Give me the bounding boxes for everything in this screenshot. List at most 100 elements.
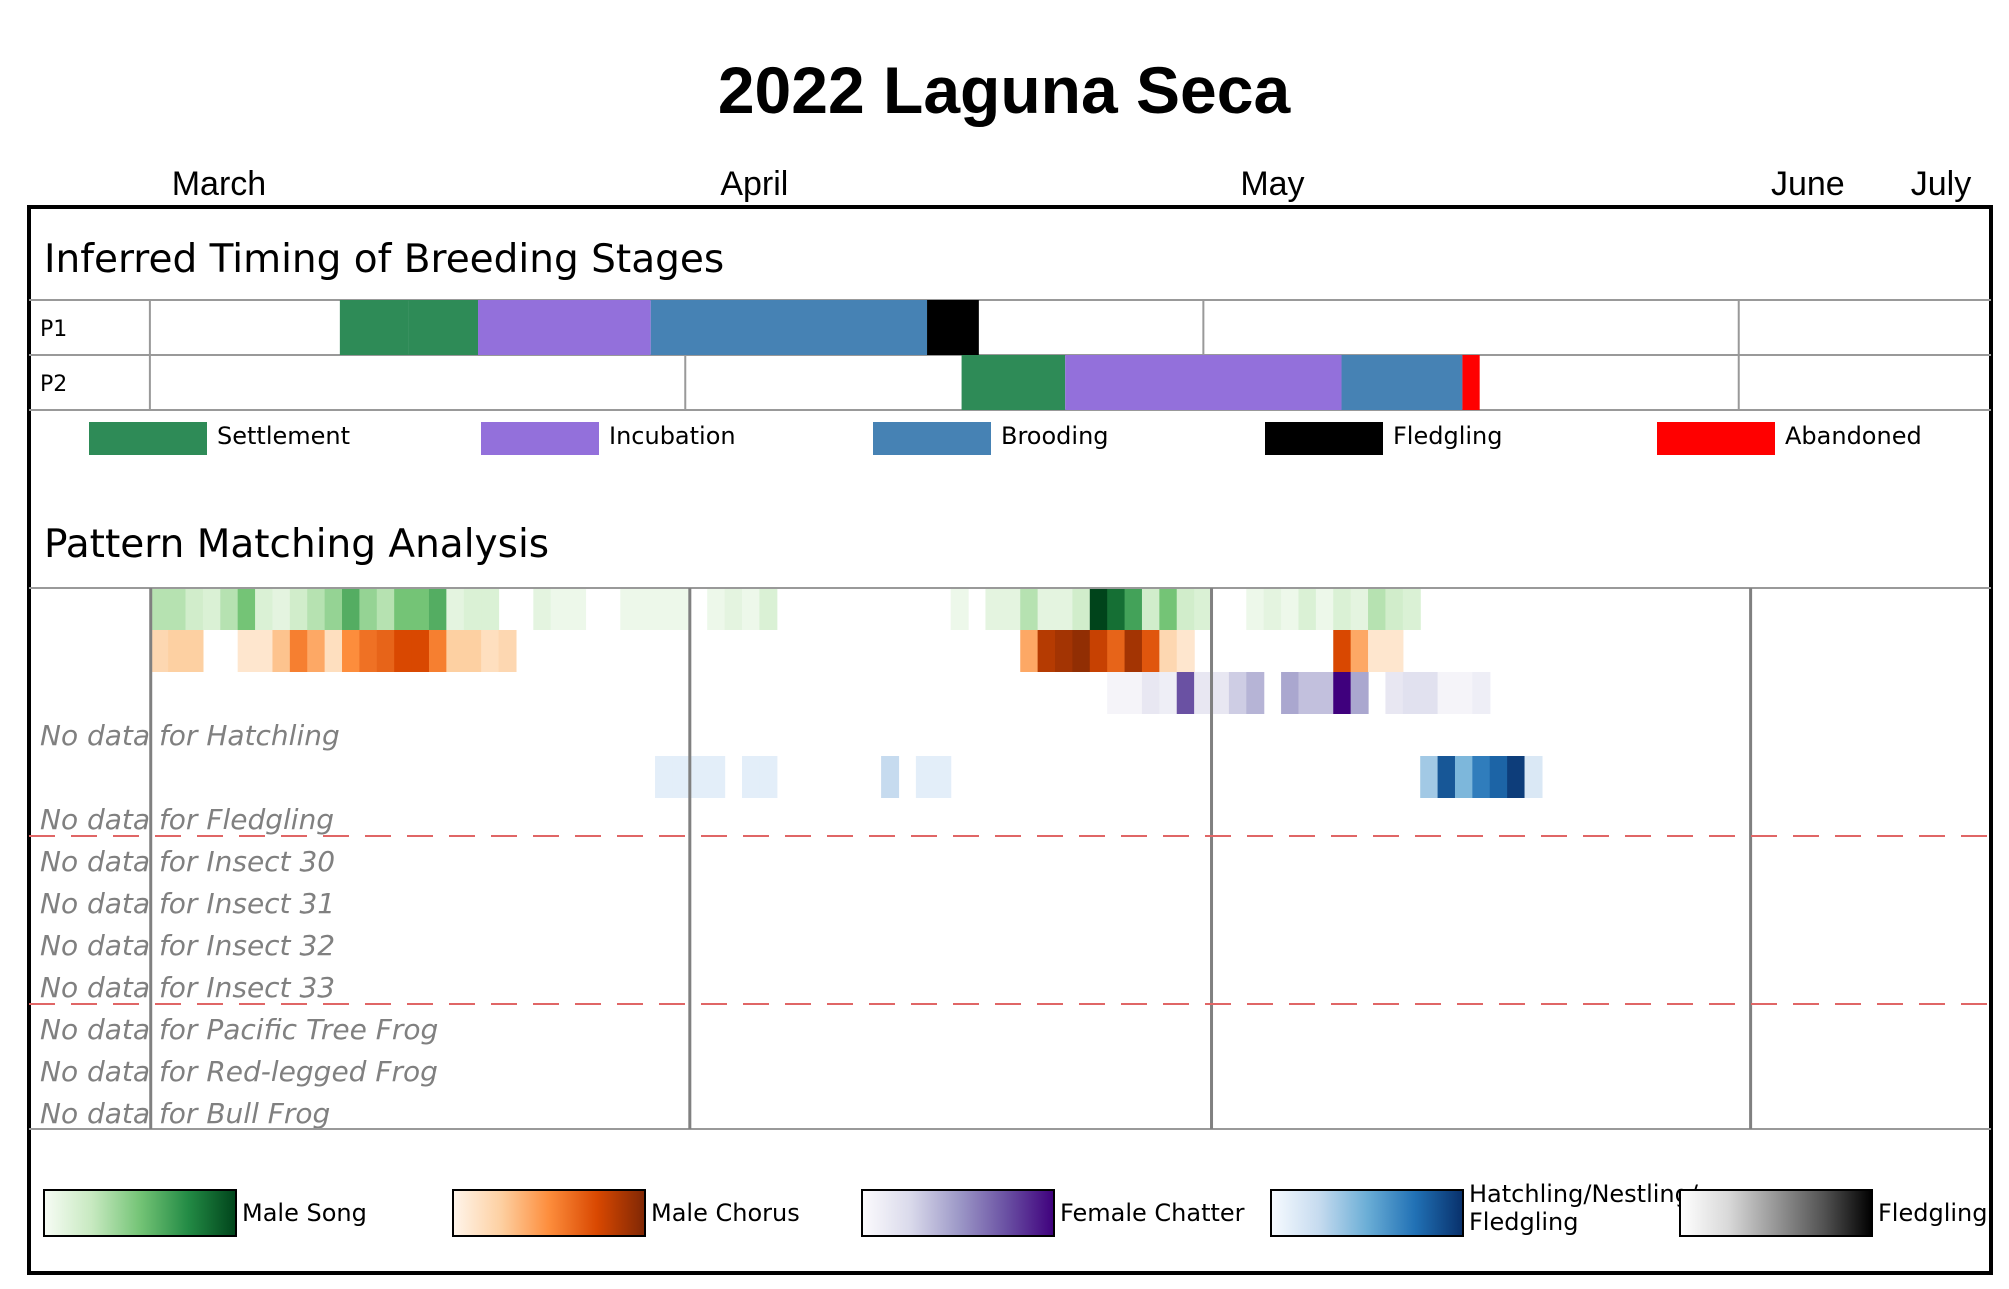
heat-cell bbox=[1333, 588, 1352, 630]
heat-cell bbox=[446, 630, 465, 672]
heat-cell bbox=[1524, 756, 1543, 798]
heat-cell bbox=[185, 588, 204, 630]
heat-cell bbox=[637, 588, 656, 630]
no-data-label: No data for Bull Frog bbox=[40, 1097, 330, 1130]
heat-cell bbox=[1228, 672, 1247, 714]
heat-cell bbox=[498, 630, 517, 672]
heat-cell bbox=[394, 630, 413, 672]
no-data-label: No data for Red-legged Frog bbox=[40, 1055, 438, 1088]
heat-cell bbox=[1298, 588, 1317, 630]
stage-bar bbox=[1065, 355, 1342, 410]
no-data-label: No data for Pacific Tree Frog bbox=[40, 1013, 438, 1046]
heat-cell bbox=[1055, 588, 1073, 630]
heat-cell bbox=[411, 630, 430, 672]
heat-cell bbox=[1107, 630, 1126, 672]
heat-cell bbox=[1176, 630, 1195, 672]
heat-cell bbox=[1124, 630, 1143, 672]
colorbar bbox=[43, 1189, 237, 1237]
heat-cell bbox=[185, 630, 204, 672]
colorbar-label-line: Female Chatter bbox=[1060, 1199, 1245, 1227]
heat-cell bbox=[985, 588, 1004, 630]
heat-cell bbox=[168, 630, 187, 672]
heat-cell bbox=[724, 588, 743, 630]
legend-label: Abandoned bbox=[1785, 422, 1922, 450]
heat-cell bbox=[272, 630, 291, 672]
heat-cell bbox=[1454, 672, 1473, 714]
heat-cell bbox=[1072, 630, 1091, 672]
pattern-grid bbox=[29, 587, 1991, 1130]
heat-cell bbox=[1107, 588, 1126, 630]
pattern-section-title: Pattern Matching Analysis bbox=[44, 522, 549, 567]
heat-cell bbox=[428, 630, 447, 672]
heat-cell bbox=[1385, 588, 1404, 630]
legend-swatch bbox=[873, 422, 991, 455]
heat-cell bbox=[1159, 630, 1178, 672]
heat-cell bbox=[220, 588, 239, 630]
month-label: June bbox=[1771, 165, 1845, 203]
heat-cell bbox=[446, 588, 465, 630]
legend-swatch bbox=[481, 422, 599, 455]
heat-cell bbox=[1176, 588, 1195, 630]
heat-cell bbox=[1420, 672, 1439, 714]
heat-cell bbox=[324, 588, 343, 630]
plot-frame bbox=[27, 205, 1993, 1275]
colorbar-label: Male Song bbox=[242, 1199, 367, 1227]
colorbar bbox=[452, 1189, 646, 1237]
heat-cell bbox=[1194, 588, 1213, 630]
legend-label: Fledgling bbox=[1393, 422, 1503, 450]
heat-cell bbox=[359, 588, 378, 630]
colorbar-label-line: Fledgling bbox=[1878, 1199, 1988, 1227]
heat-cell bbox=[1437, 756, 1456, 798]
heat-cell bbox=[202, 588, 221, 630]
heat-cell bbox=[1350, 672, 1369, 714]
colorbar-label-line: Fledgling bbox=[1469, 1208, 1579, 1236]
heat-cell bbox=[533, 588, 552, 630]
heat-cell bbox=[1089, 588, 1108, 630]
heat-cell bbox=[741, 588, 760, 630]
heat-cell bbox=[1037, 630, 1056, 672]
colorbar-label: Male Chorus bbox=[651, 1199, 800, 1227]
heat-cell bbox=[1350, 588, 1369, 630]
colorbar bbox=[1679, 1189, 1873, 1237]
heat-cell bbox=[881, 756, 900, 798]
heat-cell bbox=[1368, 588, 1387, 630]
heat-cell bbox=[1437, 672, 1456, 714]
heat-cell bbox=[1402, 588, 1421, 630]
heat-cell bbox=[1315, 588, 1334, 630]
heat-cell bbox=[1141, 630, 1160, 672]
heat-cell bbox=[307, 588, 326, 630]
heat-cell bbox=[707, 588, 726, 630]
heat-cell bbox=[463, 588, 482, 630]
heat-cell bbox=[481, 588, 500, 630]
heat-cell bbox=[1454, 756, 1473, 798]
heat-cell bbox=[1315, 672, 1334, 714]
chart-title: 2022 Laguna Seca bbox=[718, 53, 1292, 127]
heat-cell bbox=[1089, 630, 1108, 672]
heat-cell bbox=[1124, 588, 1143, 630]
heat-cell bbox=[1037, 588, 1056, 630]
heat-cell bbox=[1420, 756, 1439, 798]
month-label: March bbox=[172, 165, 266, 203]
no-data-label: No data for Insect 31 bbox=[40, 887, 335, 920]
heat-cell bbox=[568, 588, 587, 630]
heat-cell bbox=[1402, 672, 1421, 714]
heat-cell bbox=[620, 588, 639, 630]
heat-cell bbox=[1141, 672, 1160, 714]
colorbar-legend: Male Song Male Chorus Female Chatter Hatchl… bbox=[43, 1180, 1988, 1237]
heat-cell bbox=[1072, 588, 1091, 630]
heat-cell bbox=[1472, 756, 1491, 798]
breeding-bars: P1 P2 bbox=[40, 300, 1480, 410]
no-data-label: No data for Insect 33 bbox=[40, 971, 335, 1004]
heat-cell bbox=[237, 630, 256, 672]
heat-cell bbox=[1281, 588, 1300, 630]
breeding-legend: Settlement Incubation Brooding Fledgling Aba… bbox=[89, 422, 1922, 455]
heat-cell bbox=[1333, 630, 1352, 672]
heat-cell bbox=[1263, 588, 1282, 630]
heat-cell bbox=[255, 630, 274, 672]
legend-swatch bbox=[89, 422, 207, 455]
heat-cell bbox=[1333, 672, 1352, 714]
legend-label: Incubation bbox=[609, 422, 736, 450]
heat-cell bbox=[1176, 672, 1195, 714]
breeding-section-title: Inferred Timing of Breeding Stages bbox=[44, 237, 724, 282]
legend-swatch bbox=[1265, 422, 1383, 455]
